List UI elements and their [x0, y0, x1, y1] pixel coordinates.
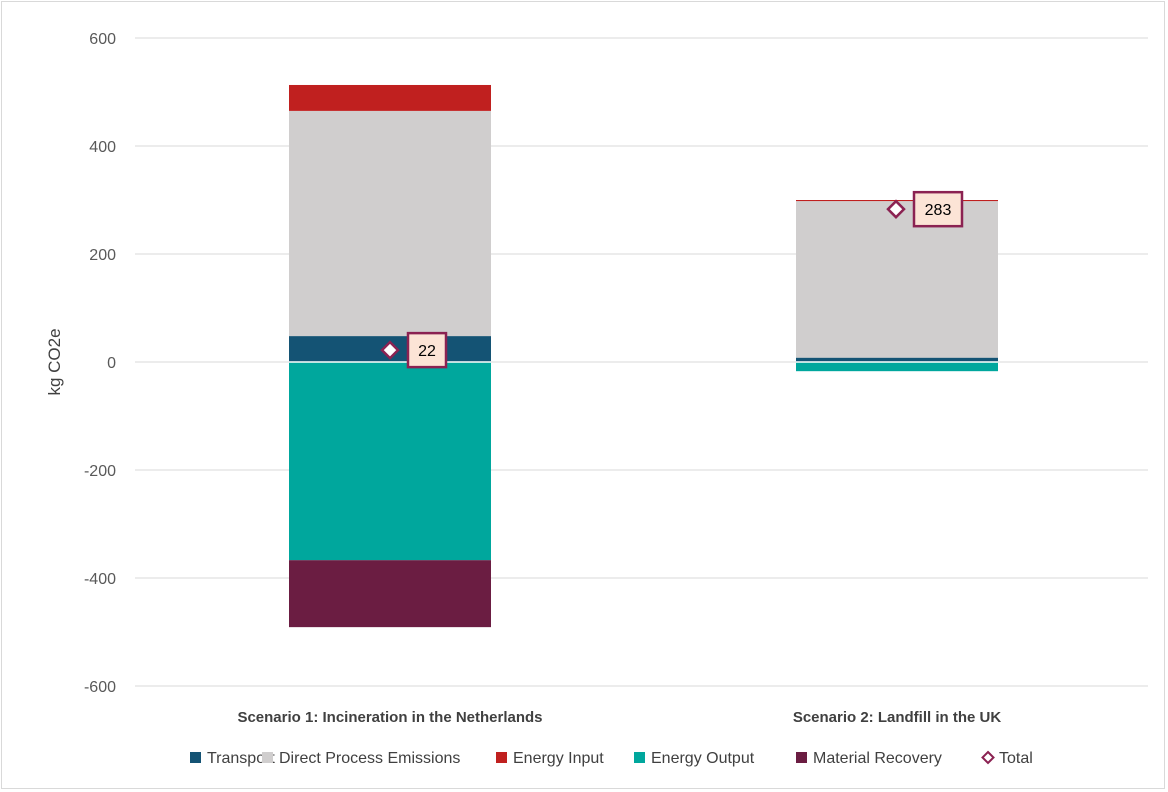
legend-label-5: Total [999, 750, 1033, 767]
bar-segment-energy-output-1 [796, 362, 998, 372]
y-tick-label-2: 200 [89, 247, 116, 264]
bar-segment-energy-output-0 [289, 362, 491, 561]
total-marker-1 [886, 199, 906, 219]
legend-label-0: Transport [207, 750, 275, 767]
x-category-label-1: Scenario 2: Landfill in the UK [793, 709, 1002, 726]
bar-segment-energy-input-0 [289, 84, 491, 111]
y-tick-label-4: -200 [84, 463, 116, 480]
legend-label-3: Energy Output [651, 750, 755, 767]
total-label-box-0 [406, 331, 448, 369]
legend-label-1: Direct Process Emissions [279, 750, 460, 767]
legend-swatch-4 [796, 752, 807, 763]
x-category-label-0: Scenario 1: Incineration in the Netherla… [237, 709, 542, 726]
legend-label-4: Material Recovery [813, 750, 942, 767]
bar-segment-direct-process-emissions-1 [796, 201, 998, 358]
legend-label-2: Energy Input [513, 750, 604, 767]
legend-swatch-1 [262, 752, 273, 763]
y-tick-label-6: -600 [84, 679, 116, 696]
total-data-label-1: 283 [925, 202, 952, 219]
bar-segment-material-recovery-0 [289, 560, 491, 628]
legend-swatch-3 [634, 752, 645, 763]
total-label-box-1 [912, 190, 964, 228]
y-tick-label-1: 400 [89, 139, 116, 156]
legend-swatch-5 [981, 750, 995, 765]
total-marker-0 [380, 340, 400, 360]
total-data-label-0: 22 [418, 343, 436, 360]
legend-swatch-2 [496, 752, 507, 763]
y-tick-label-0: 600 [89, 31, 116, 48]
legend-swatch-0 [190, 752, 201, 763]
y-tick-label-3: 0 [107, 355, 116, 372]
y-tick-label-5: -400 [84, 571, 116, 588]
bar-segment-direct-process-emissions-0 [289, 110, 491, 337]
y-axis-label: kg CO2e [45, 328, 64, 395]
bar-segment-transport-1 [796, 357, 998, 362]
